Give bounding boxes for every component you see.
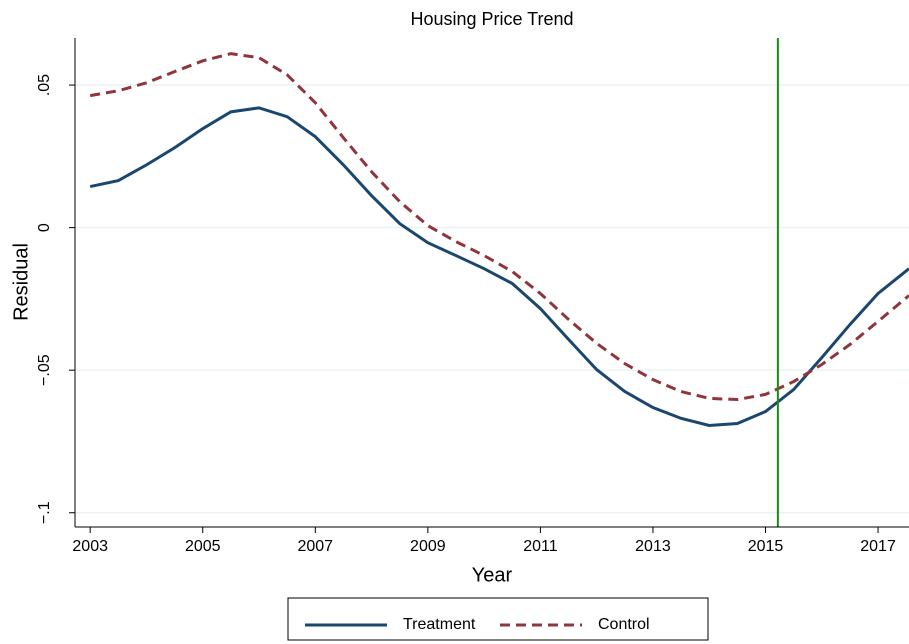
axes: −.1 −.05 0 .05 2003 2005 2007 2009 2011 2013 2015 2… (36, 38, 909, 555)
series-line (89, 106, 909, 428)
legend-label: Control (598, 616, 650, 633)
chart-title: Housing Price Trend (410, 9, 573, 29)
series-line (89, 52, 909, 402)
x-tick-label: 2003 (72, 538, 108, 555)
y-axis-title: Residual (10, 243, 32, 321)
legend (287, 597, 709, 641)
x-tick-label: 2005 (185, 538, 221, 555)
legend-label: Treatment (403, 616, 476, 633)
legend-items: Treatment Control (305, 616, 650, 633)
y-tick-label: −.1 (36, 501, 53, 524)
x-tick-label: 2017 (860, 538, 896, 555)
plot-area (75, 38, 909, 527)
x-axis-title: Year (472, 564, 513, 586)
x-tick-label: 2011 (523, 538, 558, 555)
x-tick-label: 2009 (410, 538, 446, 555)
y-tick-label: −.05 (36, 354, 53, 386)
y-tick-label: .05 (36, 74, 53, 96)
x-tick-label: 2013 (635, 538, 671, 555)
x-tick-label: 2015 (748, 538, 784, 555)
y-tick-label: 0 (36, 223, 53, 232)
x-tick-label: 2007 (297, 538, 333, 555)
